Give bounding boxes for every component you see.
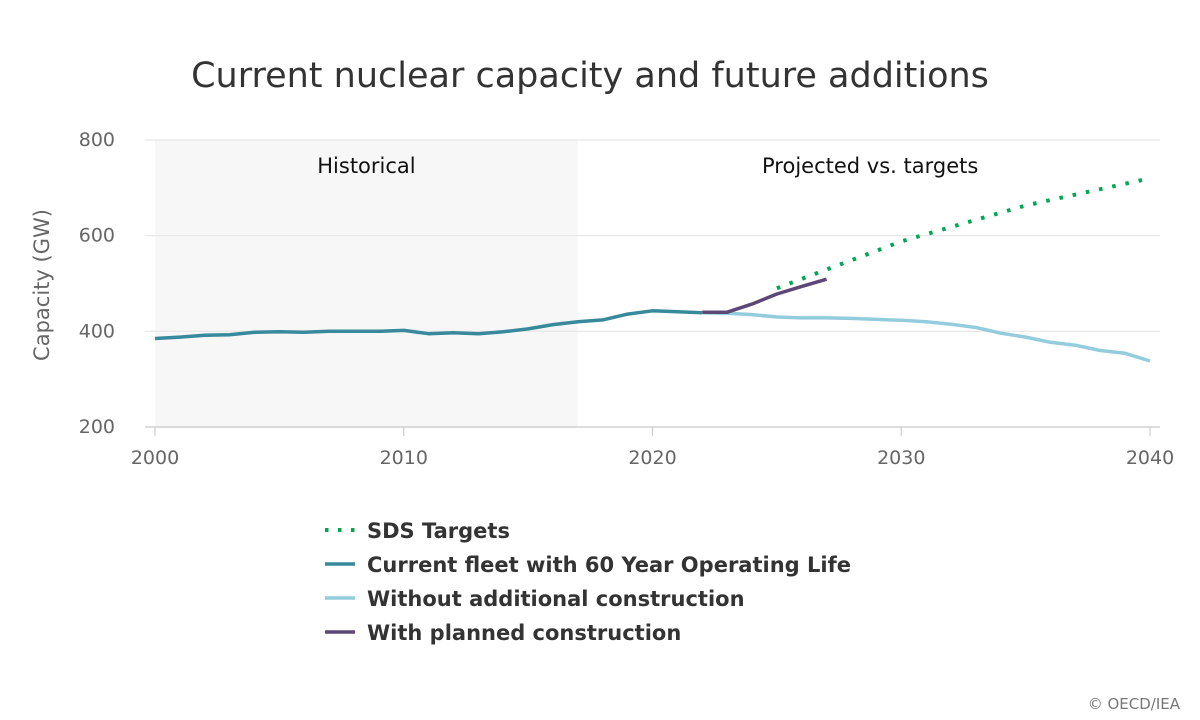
band-label-projected-vs-targets: Projected vs. targets — [762, 154, 978, 178]
y-tick-label-600: 600 — [79, 225, 115, 247]
plot-bands: Historical Projected vs. targets — [155, 140, 1163, 427]
band-historical — [155, 140, 578, 427]
series-line-without-additional-construction — [702, 310, 1151, 363]
band-projected-vs-targets — [577, 140, 1163, 427]
axes: 200 400 600 800 2000 2010 2020 2030 2040 — [79, 129, 1174, 469]
x-tick-label-2000: 2000 — [131, 447, 179, 469]
legend-label-without-additional-construction: Without additional construction — [367, 587, 745, 611]
credit-label: © OECD/IEA — [1088, 695, 1181, 713]
band-label-historical: Historical — [317, 154, 415, 178]
y-tick-label-400: 400 — [79, 320, 115, 342]
series-line-with-planned-construction — [702, 277, 828, 314]
series — [154, 176, 1151, 363]
y-axis-title: Capacity (GW) — [30, 209, 54, 361]
chart-title: Current nuclear capacity and future addi… — [191, 56, 989, 96]
legend-label-with-planned-construction: With planned construction — [367, 621, 681, 645]
x-tick-label-2040: 2040 — [1126, 447, 1174, 469]
y-tick-label-800: 800 — [79, 129, 115, 151]
y-tick-label-200: 200 — [79, 416, 115, 438]
series-line-current-fleet-with-60-year-operating-life — [154, 309, 703, 341]
legend-label-current-fleet-with-60-year-operating-life: Current fleet with 60 Year Operating Lif… — [367, 553, 851, 577]
series-line-sds-targets — [776, 176, 1151, 291]
legend-label-sds-targets: SDS Targets — [367, 519, 510, 543]
legend: SDS Targets Current fleet with 60 Year Op… — [325, 519, 851, 645]
x-tick-label-2020: 2020 — [628, 447, 676, 469]
x-tick-label-2030: 2030 — [877, 447, 925, 469]
x-tick-label-2010: 2010 — [380, 447, 428, 469]
